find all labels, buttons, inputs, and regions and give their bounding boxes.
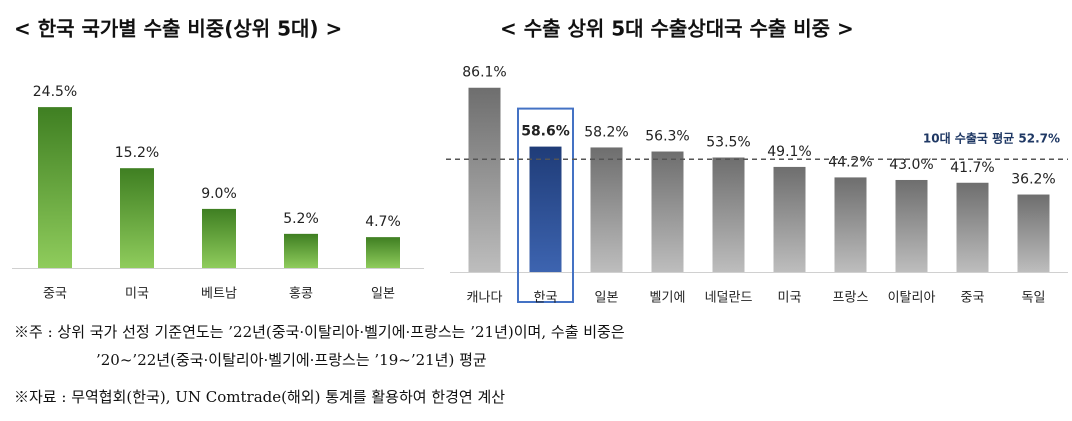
chart-title: < 한국 국가별 수출 비중(상위 5대) > — [14, 17, 342, 41]
x-tick-label: 베트남 — [201, 287, 237, 302]
x-tick-label: 미국 — [778, 291, 802, 306]
value-label: 49.1% — [767, 144, 811, 160]
x-tick-label: 미국 — [125, 287, 149, 302]
x-tick-label: 중국 — [43, 287, 67, 302]
x-tick-label: 중국 — [961, 291, 985, 306]
bar — [712, 157, 745, 272]
value-label: 43.0% — [889, 157, 933, 173]
value-label: 53.5% — [706, 135, 750, 151]
bar — [366, 237, 400, 268]
bar — [529, 146, 562, 272]
highlight-box — [517, 107, 574, 304]
value-label: 5.2% — [283, 211, 319, 227]
x-tick-label: 한국 — [534, 291, 558, 306]
value-label: 4.7% — [365, 214, 401, 230]
value-label: 9.0% — [201, 186, 237, 202]
x-tick-label: 프랑스 — [833, 291, 869, 306]
bar — [202, 208, 236, 268]
value-label: 56.3% — [645, 129, 689, 145]
bar — [284, 233, 318, 268]
bar — [834, 177, 867, 272]
value-label: 58.2% — [584, 124, 628, 140]
x-tick-label: 일본 — [371, 287, 395, 302]
value-label: 36.2% — [1011, 172, 1055, 188]
note: ’20~’22년(중국·이탈리아·벨기에·프랑스는 ’19~’21년) 평균 — [96, 351, 487, 369]
value-label: 86.1% — [462, 65, 506, 81]
x-tick-label: 일본 — [595, 291, 619, 306]
bar — [590, 147, 623, 272]
bar — [895, 179, 928, 272]
bar — [651, 151, 684, 272]
bar — [468, 87, 501, 272]
x-tick-label: 이탈리아 — [888, 291, 936, 306]
x-tick-label: 네덜란드 — [705, 291, 753, 306]
note: ※주 : 상위 국가 선정 기준연도는 ’22년(중국·이탈리아·벨기에·프랑스… — [14, 323, 625, 341]
bar — [38, 107, 72, 268]
x-tick-label: 홍콩 — [289, 287, 313, 302]
value-label: 24.5% — [33, 84, 77, 100]
bar — [120, 168, 154, 268]
note: ※자료 : 무역협회(한국), UN Comtrade(해외) 통계를 활용하여… — [14, 388, 505, 406]
bar — [1017, 194, 1050, 272]
bar — [956, 182, 989, 272]
value-label: 15.2% — [115, 145, 159, 161]
chart-title: < 수출 상위 5대 수출상대국 수출 비중 > — [500, 17, 854, 41]
x-tick-label: 캐나다 — [467, 291, 503, 306]
bar — [773, 166, 806, 272]
value-label: 41.7% — [950, 160, 994, 176]
value-label: 58.6% — [521, 124, 570, 140]
x-tick-label: 벨기에 — [650, 291, 686, 306]
reference-label: 10대 수출국 평균 52.7% — [923, 131, 1060, 146]
x-tick-label: 독일 — [1022, 291, 1046, 306]
value-label: 44.2% — [828, 154, 872, 170]
